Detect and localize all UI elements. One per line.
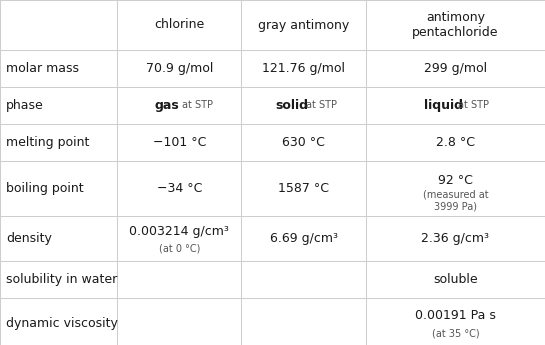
Text: at STP: at STP [182, 100, 213, 110]
Text: 2.8 °C: 2.8 °C [436, 136, 475, 149]
Text: 0.003214 g/cm³: 0.003214 g/cm³ [129, 225, 229, 238]
Text: −34 °C: −34 °C [156, 182, 202, 195]
Text: antimony
pentachloride: antimony pentachloride [412, 11, 499, 39]
Text: density: density [6, 232, 52, 245]
Text: at STP: at STP [458, 100, 489, 110]
Text: chlorine: chlorine [154, 19, 204, 31]
Text: (at 35 °C): (at 35 °C) [432, 329, 479, 339]
Text: 299 g/mol: 299 g/mol [424, 62, 487, 75]
Text: −101 °C: −101 °C [153, 136, 206, 149]
Text: phase: phase [6, 99, 44, 112]
Text: boiling point: boiling point [6, 182, 83, 195]
Text: molar mass: molar mass [6, 62, 79, 75]
Text: (at 0 °C): (at 0 °C) [159, 244, 200, 253]
Text: liquid: liquid [424, 99, 463, 112]
Text: solid: solid [275, 99, 308, 112]
Text: at STP: at STP [306, 100, 337, 110]
Text: gray antimony: gray antimony [258, 19, 349, 31]
Text: 630 °C: 630 °C [282, 136, 325, 149]
Text: (measured at
3999 Pa): (measured at 3999 Pa) [422, 190, 488, 211]
Text: 121.76 g/mol: 121.76 g/mol [262, 62, 345, 75]
Text: 92 °C: 92 °C [438, 174, 473, 187]
Text: 0.00191 Pa s: 0.00191 Pa s [415, 309, 496, 322]
Text: dynamic viscosity: dynamic viscosity [6, 316, 118, 329]
Text: solubility in water: solubility in water [6, 273, 117, 286]
Text: 6.69 g/cm³: 6.69 g/cm³ [270, 232, 337, 245]
Text: 1587 °C: 1587 °C [278, 182, 329, 195]
Text: gas: gas [155, 99, 180, 112]
Text: 2.36 g/cm³: 2.36 g/cm³ [421, 232, 489, 245]
Text: 70.9 g/mol: 70.9 g/mol [146, 62, 213, 75]
Text: melting point: melting point [6, 136, 89, 149]
Text: soluble: soluble [433, 273, 477, 286]
